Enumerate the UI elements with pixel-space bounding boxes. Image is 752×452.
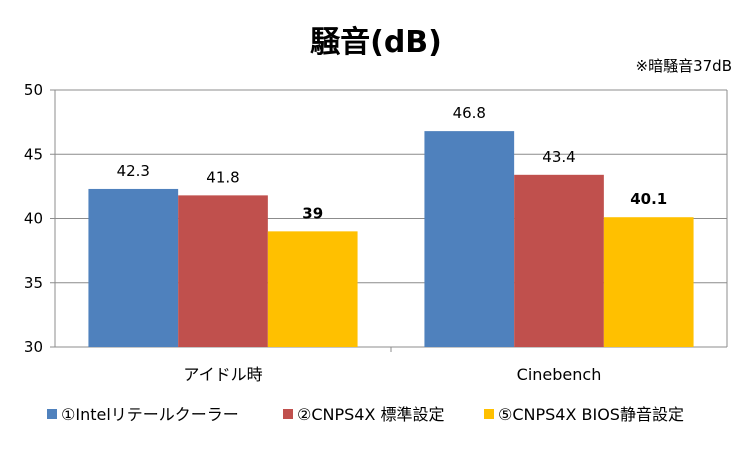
data-labels: 42.3 41.8 39 46.8 43.4 40.1 [117,104,668,222]
bar [514,174,604,347]
x-category-label: アイドル時 [183,365,262,384]
bar [178,195,268,347]
data-label: 42.3 [117,162,150,180]
data-label: 43.4 [542,148,575,166]
y-tick-label: 50 [24,81,43,99]
data-label: 40.1 [630,190,667,208]
y-tick-label: 45 [24,145,43,163]
legend: ①Intelリテールクーラー ②CNPS4X 標準設定 ⑤CNPS4X BIOS静音… [47,405,684,424]
legend-swatch [283,409,293,419]
bar [603,217,694,347]
x-category-label: Cinebench [517,365,602,384]
bar [267,231,358,347]
bars [88,131,694,347]
legend-entry: ⑤CNPS4X BIOS静音設定 [498,405,684,424]
data-label: 46.8 [453,104,486,122]
chart-note: ※暗騒音37dB [636,57,732,75]
legend-entry: ①Intelリテールクーラー [61,405,239,424]
data-label: 39 [302,204,323,222]
y-tick-label: 40 [24,210,43,228]
y-tick-label: 30 [24,338,43,356]
data-label: 41.8 [206,168,239,186]
legend-entry: ②CNPS4X 標準設定 [297,405,445,424]
chart-title: 騒音(dB) [310,25,442,60]
legend-swatch [484,409,494,419]
bar [424,131,515,347]
bar [88,188,179,347]
y-tick-label: 35 [24,274,43,292]
legend-swatch [47,409,57,419]
